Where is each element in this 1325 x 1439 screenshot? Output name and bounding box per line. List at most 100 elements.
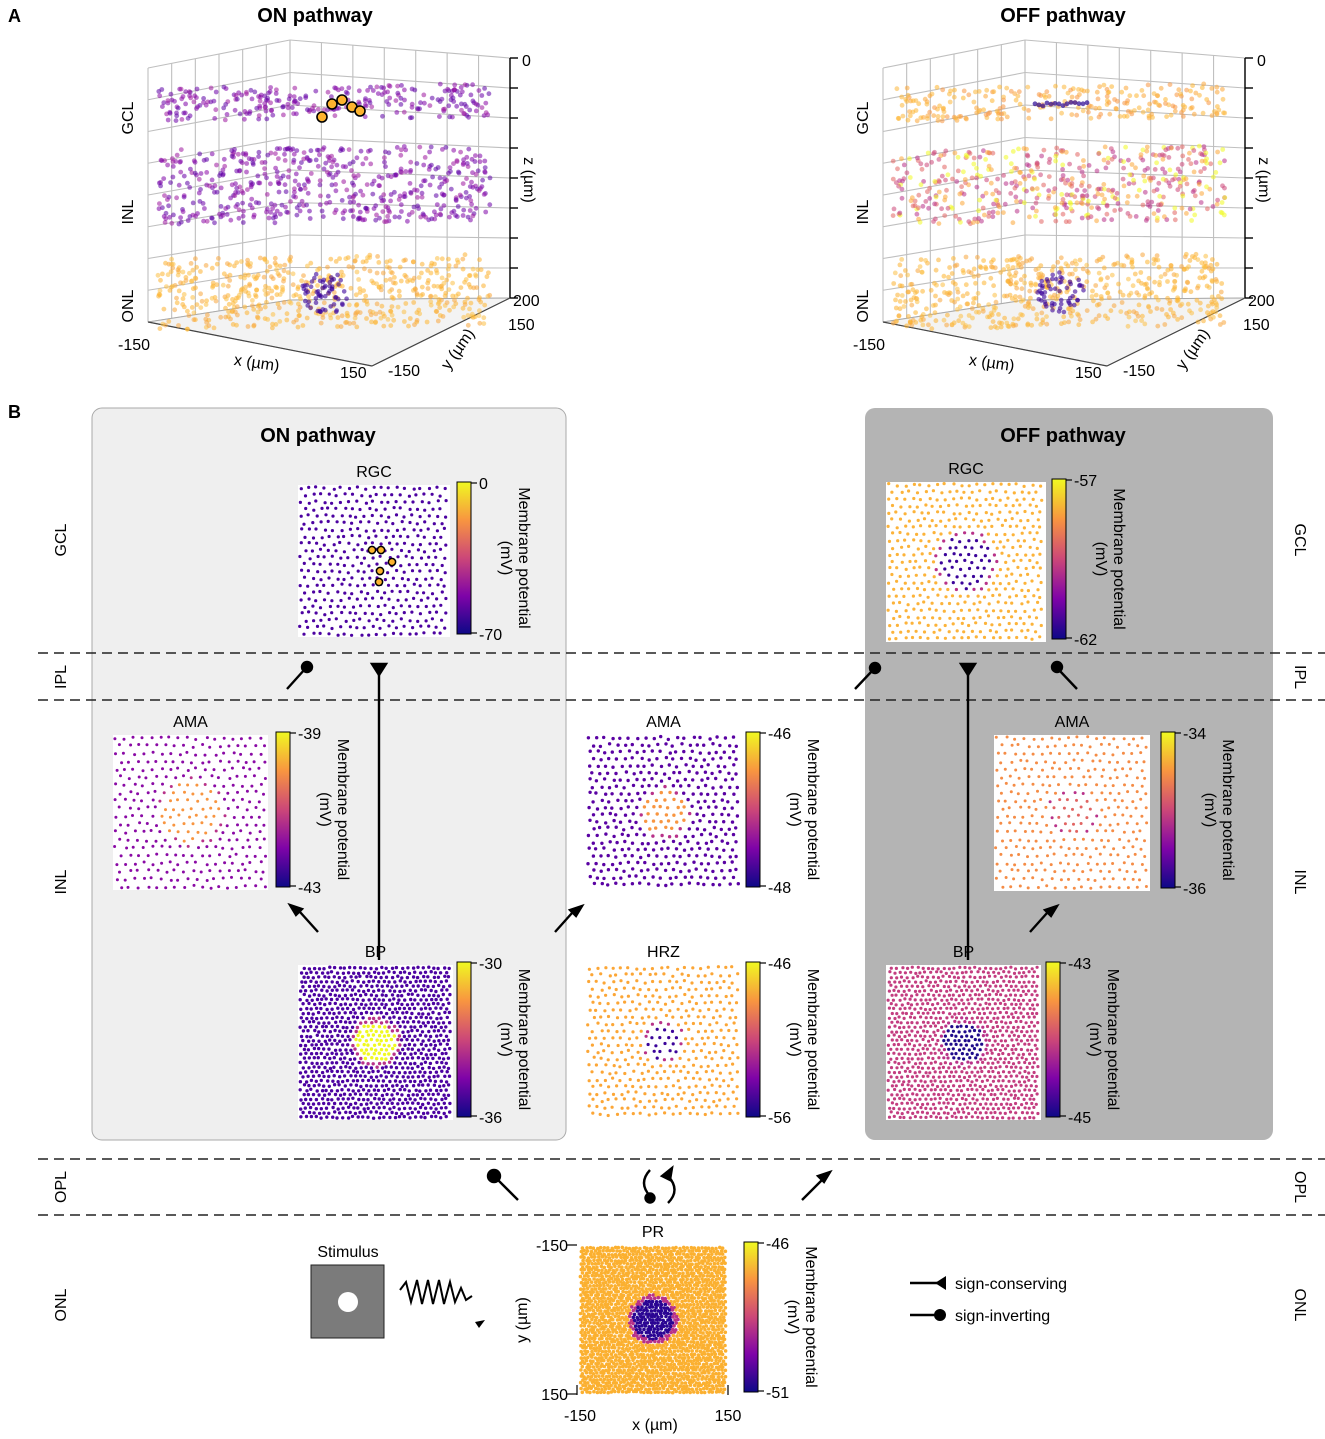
off-3d-layer-onl: ONL — [855, 289, 872, 322]
map-pr-colorbar — [743, 1241, 759, 1393]
map-on-rgc-title: RGC — [356, 464, 392, 481]
right-layer-ipl: IPL — [1291, 665, 1308, 689]
map-pr-min: -51 — [766, 1385, 789, 1402]
map-on-bp-max: -30 — [479, 956, 502, 973]
map-off-rgc-frame — [886, 482, 1046, 642]
map-on-ama: AMA -39 -43 Membrane potential(mV) — [113, 714, 351, 897]
map-off-bp-min: -45 — [1068, 1110, 1091, 1127]
on-ama-to-rgc-line — [286, 668, 306, 690]
off-3d-z-label: z (µm) — [1255, 157, 1272, 203]
map-off-rgc-colorbar — [1051, 478, 1067, 640]
map-mid-ama-cb-unit: (mV) — [786, 792, 803, 827]
map-off-ama-cb-unit: (mV) — [1201, 793, 1218, 828]
on-3d-cells — [155, 81, 493, 332]
on-3d-title: ON pathway — [257, 5, 373, 27]
map-off-ama-frame — [994, 735, 1150, 891]
pr-to-on-bp-line — [497, 1179, 519, 1201]
on-3d-x-label: x (µm) — [233, 352, 281, 375]
map-off-bp-cb-unit: (mV) — [1086, 1022, 1103, 1057]
map-off-rgc-min: -62 — [1074, 632, 1097, 649]
pr-y-bottom: 150 — [541, 1387, 568, 1404]
map-off-rgc-title: RGC — [948, 461, 984, 478]
on-bp-to-ama-conserving-head — [287, 902, 305, 917]
map-hrz-cb-unit: (mV) — [786, 1022, 803, 1057]
on-3d-layer-gcl: GCL — [120, 101, 137, 134]
stimulus-label: Stimulus — [317, 1244, 378, 1261]
on-bp-to-mid-ama-conserving-head — [567, 903, 585, 918]
on-3d-z-top: 0 — [522, 53, 531, 70]
off-3d-layer-inl: INL — [855, 199, 872, 224]
synapses — [286, 660, 1078, 1204]
map-off-rgc-cb-label: Membrane potential — [1110, 488, 1127, 629]
off-3d-y-min: -150 — [1123, 363, 1155, 380]
map-on-ama-frame — [113, 735, 268, 890]
panel-a-label: A — [8, 6, 21, 26]
map-off-ama-min: -36 — [1183, 881, 1206, 898]
map-on-rgc-cb-label: Membrane potential — [515, 487, 532, 628]
map-off-ama-title: AMA — [1055, 714, 1090, 731]
map-on-bp: BP -30 -36 Membrane potential(mV) — [298, 944, 532, 1127]
pr-hrz-loop-inverting-head — [644, 1192, 656, 1204]
map-hrz-cb-label: Membrane potential — [804, 969, 821, 1110]
map-on-ama-cb-unit: (mV) — [316, 792, 333, 827]
mid-ama-to-off-rgc-inverting-head — [868, 661, 882, 675]
light-wave — [399, 1278, 473, 1306]
left-layer-onl: ONL — [53, 1288, 70, 1321]
light-wave-arrowhead — [475, 1320, 485, 1328]
map-on-ama-min: -43 — [298, 880, 321, 897]
off-ama-to-rgc-line — [1058, 669, 1078, 690]
map-off-rgc-cb-unit: (mV) — [1092, 542, 1109, 577]
map-pr-cb-unit: (mV) — [784, 1300, 801, 1335]
map-off-ama-colorbar — [1160, 731, 1176, 889]
off-3d-x-label: x (µm) — [968, 352, 1016, 375]
synapse-legend: sign-conserving sign-inverting — [910, 1276, 1067, 1325]
pr-y-top: -150 — [536, 1238, 568, 1255]
pr-axes: -150 150 y (µm) -150 150 x (µm) — [514, 1238, 741, 1434]
map-off-bp: BP -43 -45 Membrane potential(mV) — [886, 944, 1121, 1127]
on-bp-to-rgc-conserving-head — [369, 662, 389, 678]
map-off-ama-cb-label: Membrane potential — [1219, 739, 1236, 880]
map-mid-ama-colorbar — [745, 731, 761, 888]
map-off-rgc: RGC -57 -62 Membrane potential(mV) — [886, 461, 1127, 649]
legend-conserving-label: sign-conserving — [955, 1276, 1067, 1293]
pr-x-left: -150 — [564, 1408, 596, 1425]
left-layer-opl: OPL — [53, 1171, 70, 1203]
legend-inverting-label: sign-inverting — [955, 1308, 1050, 1325]
map-pr-cb-label: Membrane potential — [802, 1246, 819, 1387]
off-3d-cells — [890, 81, 1228, 332]
mid-ama-to-off-rgc-line — [854, 670, 873, 690]
map-off-rgc-max: -57 — [1074, 473, 1097, 490]
stimulus: Stimulus — [310, 1244, 485, 1339]
panel-b-label: B — [8, 402, 21, 422]
right-layer-opl: OPL — [1291, 1171, 1308, 1203]
map-on-ama-cb-label: Membrane potential — [334, 739, 351, 880]
map-hrz: HRZ -46 -56 Membrane potential(mV) — [586, 944, 821, 1127]
map-on-bp-title: BP — [365, 944, 386, 961]
on-3d-y-min: -150 — [388, 363, 420, 380]
off-3d-y-max: 150 — [1243, 317, 1270, 334]
on-3d-layer-onl: ONL — [120, 289, 137, 322]
right-layer-onl: ONL — [1291, 1289, 1308, 1322]
off-pathway-title: OFF pathway — [1000, 425, 1126, 447]
map-pr-title: PR — [642, 1224, 664, 1241]
pr-hrz-loop-conserving-head — [659, 1165, 674, 1182]
map-off-bp-colorbar — [1045, 961, 1061, 1118]
map-on-ama-colorbar — [275, 731, 291, 888]
map-mid-ama-cb-label: Membrane potential — [804, 739, 821, 880]
on-ama-to-rgc-inverting-head — [300, 660, 314, 674]
map-off-bp-cb-label: Membrane potential — [1104, 969, 1121, 1110]
pr-x-label: x (µm) — [632, 1417, 678, 1434]
map-pr: PR -46 -51 Membrane potential(mV) — [578, 1224, 819, 1402]
map-on-rgc-max: 0 — [479, 476, 488, 493]
left-layer-ipl: IPL — [53, 665, 70, 689]
off-3d-z-bottom: 200 — [1248, 293, 1275, 310]
map-on-bp-frame — [298, 965, 453, 1120]
on-3d-plot: ON pathway GCL INL ONL 0 200 z (µm) -150… — [118, 5, 540, 382]
pr-to-off-bp-line — [801, 1179, 823, 1201]
map-hrz-min: -56 — [768, 1110, 791, 1127]
map-mid-ama-max: -46 — [768, 726, 791, 743]
map-pr-max: -46 — [766, 1236, 789, 1253]
left-layer-gcl: GCL — [53, 523, 70, 556]
map-on-bp-cb-unit: (mV) — [497, 1022, 514, 1057]
